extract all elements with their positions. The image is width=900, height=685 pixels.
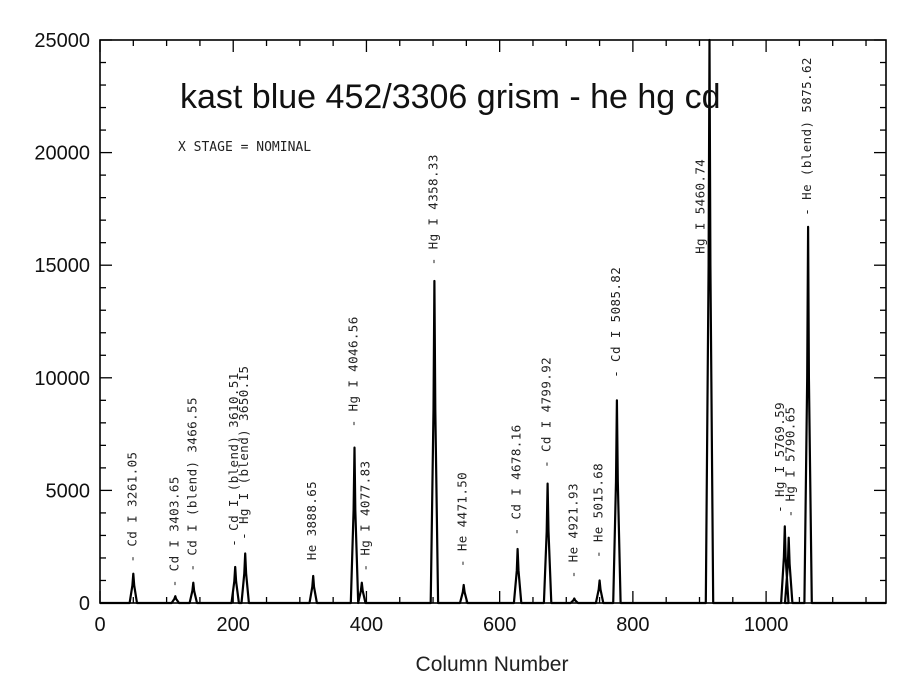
emission-peak [787, 536, 790, 539]
x-tick-label: 400 [350, 614, 383, 636]
emission-peak [573, 597, 576, 600]
emission-peak [598, 579, 601, 582]
y-tick-label: 5000 [46, 480, 91, 502]
emission-peak [783, 525, 786, 528]
emission-peak [353, 446, 356, 449]
y-tick-label: 25000 [34, 30, 90, 52]
x-tick-label: 200 [217, 614, 250, 636]
emission-peak [312, 575, 314, 577]
x-tick-label: 0 [94, 614, 105, 636]
emission-peak [234, 566, 237, 568]
line-label: - Hg I (blend) 3650.15 [236, 366, 251, 540]
x-tick-label: 800 [616, 614, 649, 636]
emission-peak [192, 581, 195, 584]
line-label: - Hg I 5790.65 [782, 406, 797, 517]
line-label: - Cd I 3261.05 [124, 452, 139, 563]
line-label: - He 4921.93 [565, 483, 580, 578]
line-label: - Hg I 4077.83 [357, 461, 372, 572]
emission-peak [462, 584, 465, 586]
line-label: - Cd I (blend) 3466.55 [184, 397, 199, 571]
chart-title: kast blue 452/3306 grism - he hg cd [180, 78, 721, 116]
emission-peak [132, 572, 135, 575]
y-tick-label: 15000 [34, 255, 90, 277]
line-label: - Hg I 4358.33 [425, 154, 440, 265]
axis-ticks [99, 39, 886, 604]
emission-peak [708, 39, 711, 41]
line-label: - Hg I 5769.59 [772, 402, 787, 513]
line-label: - Hg I 4046.56 [346, 316, 361, 427]
line-label: - Cd I 5085.82 [608, 267, 623, 378]
emission-peak [244, 552, 247, 555]
emission-peak [616, 399, 618, 402]
line-label: - He 4471.50 [455, 472, 470, 567]
y-tick-label: 10000 [34, 368, 90, 390]
line-label: - Cd I 4678.16 [509, 424, 524, 535]
tick-labels: 0 200 400 600 800 100005000100001500020000250… [34, 30, 788, 636]
emission-peak [174, 595, 177, 598]
emission-line-labels: - Cd I 3261.05- Cd I 3403.65- Cd I (blen… [124, 57, 814, 587]
line-label: - He 5015.68 [591, 463, 606, 558]
x-tick-label: 600 [483, 614, 516, 636]
line-label: - He (blend) 5875.62 [799, 57, 814, 216]
line-label: He 3888.65 [304, 481, 319, 560]
line-label: Hg I 5460.74 [693, 159, 708, 254]
emission-peak [516, 548, 519, 550]
emission-peak [807, 226, 809, 228]
y-tick-label: 0 [79, 593, 90, 615]
spectrum-series [100, 38, 886, 605]
stage-annotation: X STAGE = NOMINAL [178, 140, 311, 155]
y-tick-label: 20000 [34, 143, 90, 165]
line-label: - Cd I 3403.65 [166, 476, 181, 587]
x-tick-label: 1000 [744, 614, 789, 636]
emission-peak [546, 482, 549, 485]
emission-peak [360, 581, 363, 584]
emission-peak [433, 280, 436, 282]
line-label: - Cd I 4799.92 [539, 357, 554, 468]
line-label: - Cd I (blend) 3610.51 [226, 372, 241, 546]
x-axis-title: Column Number [416, 653, 569, 676]
